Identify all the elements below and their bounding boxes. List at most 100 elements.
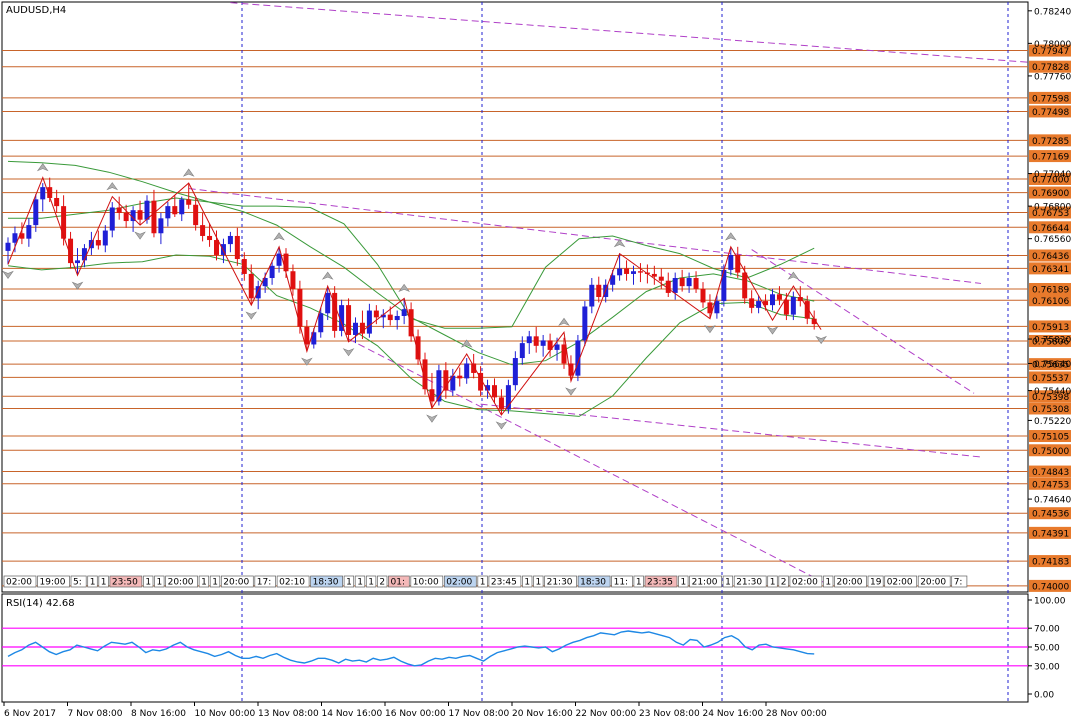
time-tag-label: 20:00 bbox=[920, 578, 946, 588]
price-label: 0.75537 bbox=[1032, 374, 1069, 384]
price-tick-label: 0.78240 bbox=[1034, 7, 1071, 17]
time-tag-box bbox=[917, 575, 951, 588]
fractal-up-marker bbox=[724, 232, 737, 241]
price-label-box bbox=[1029, 371, 1071, 384]
candle-body bbox=[366, 310, 372, 334]
time-tag-label: 1 bbox=[212, 578, 218, 588]
price-label-box bbox=[1029, 150, 1071, 163]
time-tag-box bbox=[143, 575, 154, 588]
candle-body bbox=[471, 363, 477, 373]
price-tick-label: 0.77040 bbox=[1034, 170, 1071, 180]
time-tag-box bbox=[633, 575, 644, 588]
candle-body bbox=[109, 207, 115, 231]
time-tag-box bbox=[154, 575, 165, 588]
time-tag-box bbox=[488, 575, 522, 588]
price-label-box bbox=[1029, 206, 1071, 219]
price-label: 0.74000 bbox=[1032, 582, 1069, 592]
price-label-box bbox=[1029, 579, 1071, 592]
time-tag-label: 20:00 bbox=[168, 578, 194, 588]
time-tag-box bbox=[834, 575, 867, 588]
price-label-box bbox=[1029, 60, 1071, 73]
candle-body bbox=[749, 298, 755, 308]
price-label-box bbox=[1029, 282, 1071, 295]
time-tag-label: 1 bbox=[770, 578, 776, 588]
candle-body bbox=[262, 278, 268, 287]
candle-body bbox=[40, 187, 46, 200]
date-tick-label: 22 Nov 00:00 bbox=[576, 709, 637, 719]
candle-body bbox=[485, 385, 491, 391]
date-tick-label: 17 Nov 08:00 bbox=[449, 709, 510, 719]
fractal-down-marker bbox=[134, 231, 146, 240]
time-tag-box bbox=[544, 575, 577, 588]
candle-body bbox=[353, 322, 358, 335]
candle-body bbox=[297, 288, 303, 327]
price-label: 0.76644 bbox=[1032, 224, 1069, 234]
time-tag-label: 02:00 bbox=[446, 578, 472, 588]
candle-body bbox=[679, 278, 685, 287]
time-tag-label: 01: bbox=[391, 578, 405, 588]
candle-body bbox=[742, 272, 748, 299]
candle-body bbox=[234, 235, 240, 260]
price-label: 0.75635 bbox=[1032, 361, 1069, 371]
time-tag-label: 1 bbox=[157, 578, 163, 588]
time-tag-label: 2 bbox=[379, 578, 385, 588]
candle-body bbox=[797, 297, 803, 302]
time-tag-label: 02:00 bbox=[6, 578, 32, 588]
time-tag-box bbox=[867, 575, 884, 588]
price-label-box bbox=[1029, 91, 1071, 104]
fractal-down-marker bbox=[766, 326, 779, 335]
time-tag-label: 02:00 bbox=[792, 578, 818, 588]
fractal-down-marker bbox=[495, 421, 508, 430]
candle-body bbox=[505, 385, 511, 410]
zigzag-line bbox=[7, 176, 822, 416]
time-tag-box bbox=[722, 575, 734, 588]
trendline bbox=[751, 249, 975, 394]
date-tick-label: 23 Nov 08:00 bbox=[639, 709, 700, 719]
candle-body bbox=[422, 359, 428, 390]
candle-body bbox=[575, 340, 581, 376]
candle-body bbox=[512, 358, 518, 386]
candle-body bbox=[672, 278, 678, 293]
fractal-down-marker bbox=[704, 325, 716, 334]
price-label-box bbox=[1029, 294, 1071, 307]
time-tag-label: 23:45 bbox=[491, 578, 517, 588]
time-tag-box bbox=[365, 575, 377, 588]
candle-body bbox=[533, 336, 539, 346]
time-tag-label: 20:00 bbox=[837, 578, 863, 588]
rsi-tick-label: 0.00 bbox=[1034, 691, 1054, 701]
price-label-box bbox=[1029, 358, 1071, 371]
candle-body bbox=[116, 207, 122, 213]
trendline bbox=[348, 338, 829, 585]
candle-body bbox=[130, 210, 136, 222]
time-tag-box bbox=[884, 575, 918, 588]
candle-body bbox=[339, 305, 345, 331]
date-tick-label: 16 Nov 00:00 bbox=[385, 709, 446, 719]
price-label-box bbox=[1029, 526, 1071, 539]
time-tag-box bbox=[477, 575, 488, 588]
price-label-box bbox=[1029, 555, 1071, 568]
fractal-down-marker bbox=[565, 387, 577, 396]
time-tag-box bbox=[767, 575, 778, 588]
price-label: 0.76341 bbox=[1032, 265, 1069, 275]
time-tag-label: 1 bbox=[90, 578, 96, 588]
time-tag-label: 5: bbox=[73, 578, 82, 588]
candle-body bbox=[610, 275, 616, 285]
time-tag-label: 18:30 bbox=[580, 578, 606, 588]
candle-body bbox=[269, 265, 275, 279]
price-label: 0.75308 bbox=[1032, 405, 1069, 415]
rsi-line bbox=[7, 630, 815, 667]
candle-body bbox=[165, 206, 171, 219]
chart-title: AUDUSD,H4 bbox=[6, 5, 66, 16]
candle-body bbox=[200, 225, 206, 236]
price-tick-label: 0.75440 bbox=[1034, 387, 1071, 397]
candle-body bbox=[311, 332, 317, 345]
candle-body bbox=[394, 315, 400, 321]
time-tag-box bbox=[209, 575, 221, 588]
price-label-box bbox=[1029, 444, 1071, 457]
date-tick-label: 28 Nov 00:00 bbox=[766, 709, 827, 719]
price-label: 0.77285 bbox=[1032, 137, 1069, 147]
time-tag-box bbox=[388, 575, 410, 588]
fractal-up-marker bbox=[613, 239, 626, 248]
fractal-down-marker bbox=[342, 348, 355, 357]
price-tick-label: 0.77760 bbox=[1034, 72, 1071, 82]
